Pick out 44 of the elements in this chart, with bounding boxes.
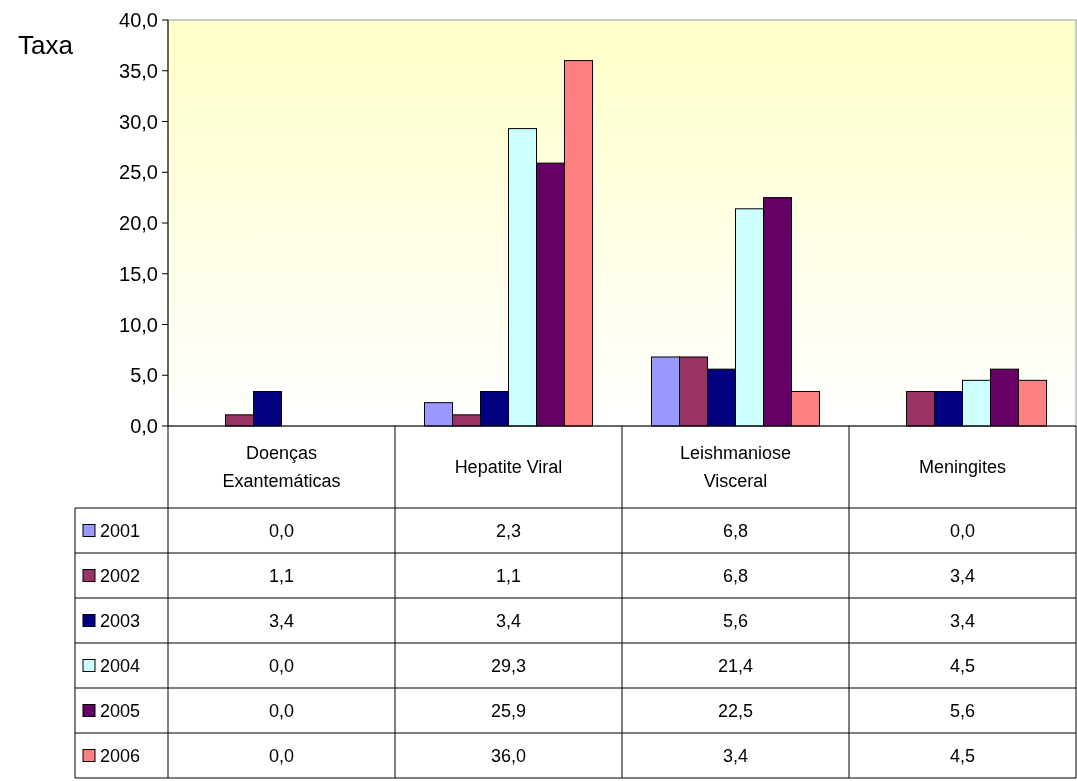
data-label: 6,8 (722, 520, 749, 541)
y-tick-label: 15,0 (119, 262, 158, 285)
y-tick-label: 5,0 (130, 364, 158, 387)
data-label: 0,0 (268, 745, 295, 766)
data-label: 5,6 (949, 700, 976, 721)
y-tick-label: 25,0 (119, 161, 158, 184)
x-tick-label: Doenças Exantemáticas (222, 443, 341, 492)
data-label: 0,0 (268, 655, 295, 676)
y-tick-label: 10,0 (119, 313, 158, 336)
data-label: 25,9 (490, 700, 527, 721)
x-tick-label: Hepatite Viral (454, 457, 563, 478)
y-tick-label: 20,0 (119, 212, 158, 234)
data-label: 3,4 (268, 610, 295, 631)
y-tick-label: 0,0 (130, 415, 158, 437)
legend-label: 2004 (100, 655, 141, 676)
legend-label: 2005 (100, 700, 141, 721)
data-label: 3,4 (722, 745, 749, 766)
data-label: 1,1 (268, 565, 295, 586)
data-label: 4,5 (949, 655, 976, 676)
data-label: 3,4 (949, 610, 976, 631)
data-label: 29,3 (490, 655, 527, 676)
data-label: 0,0 (949, 520, 976, 541)
legend-label: 2003 (100, 610, 141, 631)
legend-label: 2001 (100, 520, 141, 541)
data-label: 0,0 (268, 520, 295, 541)
data-label: 1,1 (495, 565, 522, 586)
y-tick-label: 30,0 (119, 110, 158, 133)
x-tick-label: Leishmaniose Visceral (679, 443, 792, 492)
y-tick-label: 40,0 (119, 9, 158, 31)
legend-label: 2002 (100, 565, 141, 586)
legend-label: 2006 (100, 745, 141, 766)
data-label: 22,5 (717, 700, 754, 721)
data-label: 5,6 (722, 610, 749, 631)
data-label: 3,4 (495, 610, 522, 631)
y-tick-label: 35,0 (119, 59, 158, 82)
data-label: 2,3 (495, 520, 522, 541)
data-label: 21,4 (717, 655, 754, 676)
y-axis-title: Taxa (18, 30, 74, 60)
data-label: 6,8 (722, 565, 749, 586)
data-label: 3,4 (949, 565, 976, 586)
data-label: 36,0 (490, 745, 527, 766)
x-tick-label: Meningites (918, 457, 1007, 478)
data-label: 4,5 (949, 745, 976, 766)
data-label: 0,0 (268, 700, 295, 721)
